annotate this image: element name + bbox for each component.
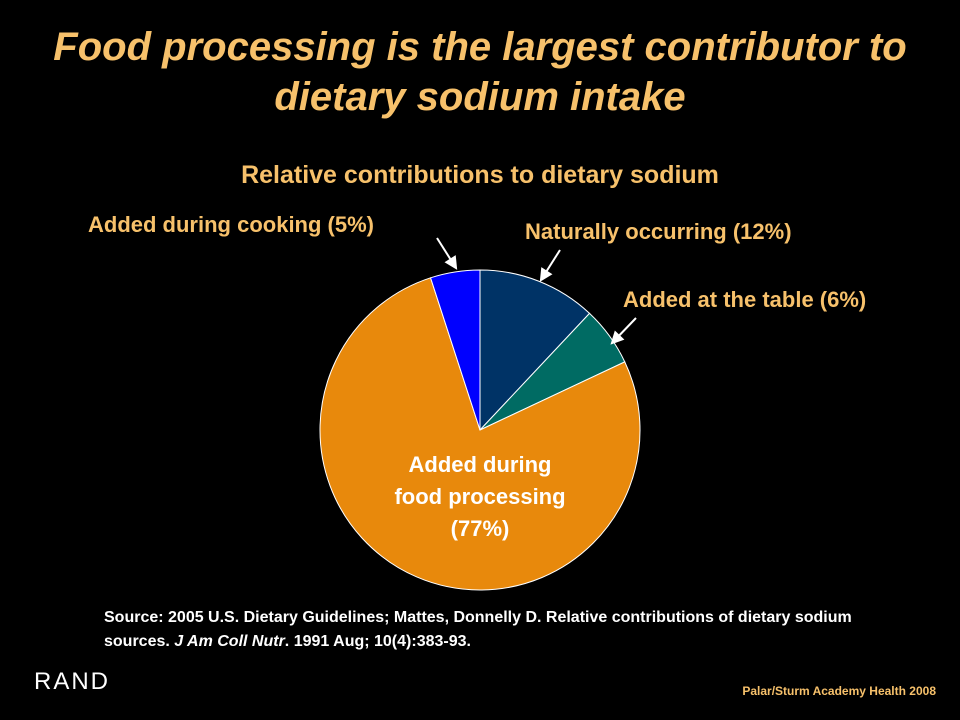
source-prefix: Source: 2005 U.S. Dietary Guidelines; Ma… bbox=[104, 609, 852, 650]
slice-added-during-cooking bbox=[429, 269, 481, 431]
label-added-during-food-processing: Added during food processing (77%) bbox=[340, 449, 620, 545]
slice-added-during-food-processing bbox=[319, 277, 641, 591]
label-added-during-cooking: Added during cooking (5%) bbox=[88, 212, 374, 237]
footer-credit: Palar/Sturm Academy Health 2008 bbox=[742, 684, 936, 698]
leader-arrow-added-during-cooking-head bbox=[444, 255, 458, 270]
inner-label-line-1: Added during bbox=[408, 452, 552, 477]
chart-title: Relative contributions to dietary sodium bbox=[241, 161, 719, 189]
label-naturally-occurring: Naturally occurring (12%) bbox=[525, 219, 792, 244]
source-journal: J Am Coll Nutr bbox=[174, 633, 285, 650]
rand-logo: RAND bbox=[34, 668, 111, 695]
source-citation: Source: 2005 U.S. Dietary Guidelines; Ma… bbox=[104, 606, 884, 654]
source-suffix: . 1991 Aug; 10(4):383-93. bbox=[284, 633, 471, 650]
inner-label-line-2: food processing bbox=[394, 484, 566, 509]
slide-title: Food processing is the largest contribut… bbox=[53, 25, 907, 119]
inner-label-line-3: (77%) bbox=[450, 516, 510, 541]
leader-arrow-added-at-table-head bbox=[610, 330, 625, 345]
slice-naturally-occurring bbox=[479, 269, 591, 432]
label-added-at-table: Added at the table (6%) bbox=[623, 287, 867, 312]
leader-arrow-naturally-occurring-head bbox=[539, 267, 553, 282]
